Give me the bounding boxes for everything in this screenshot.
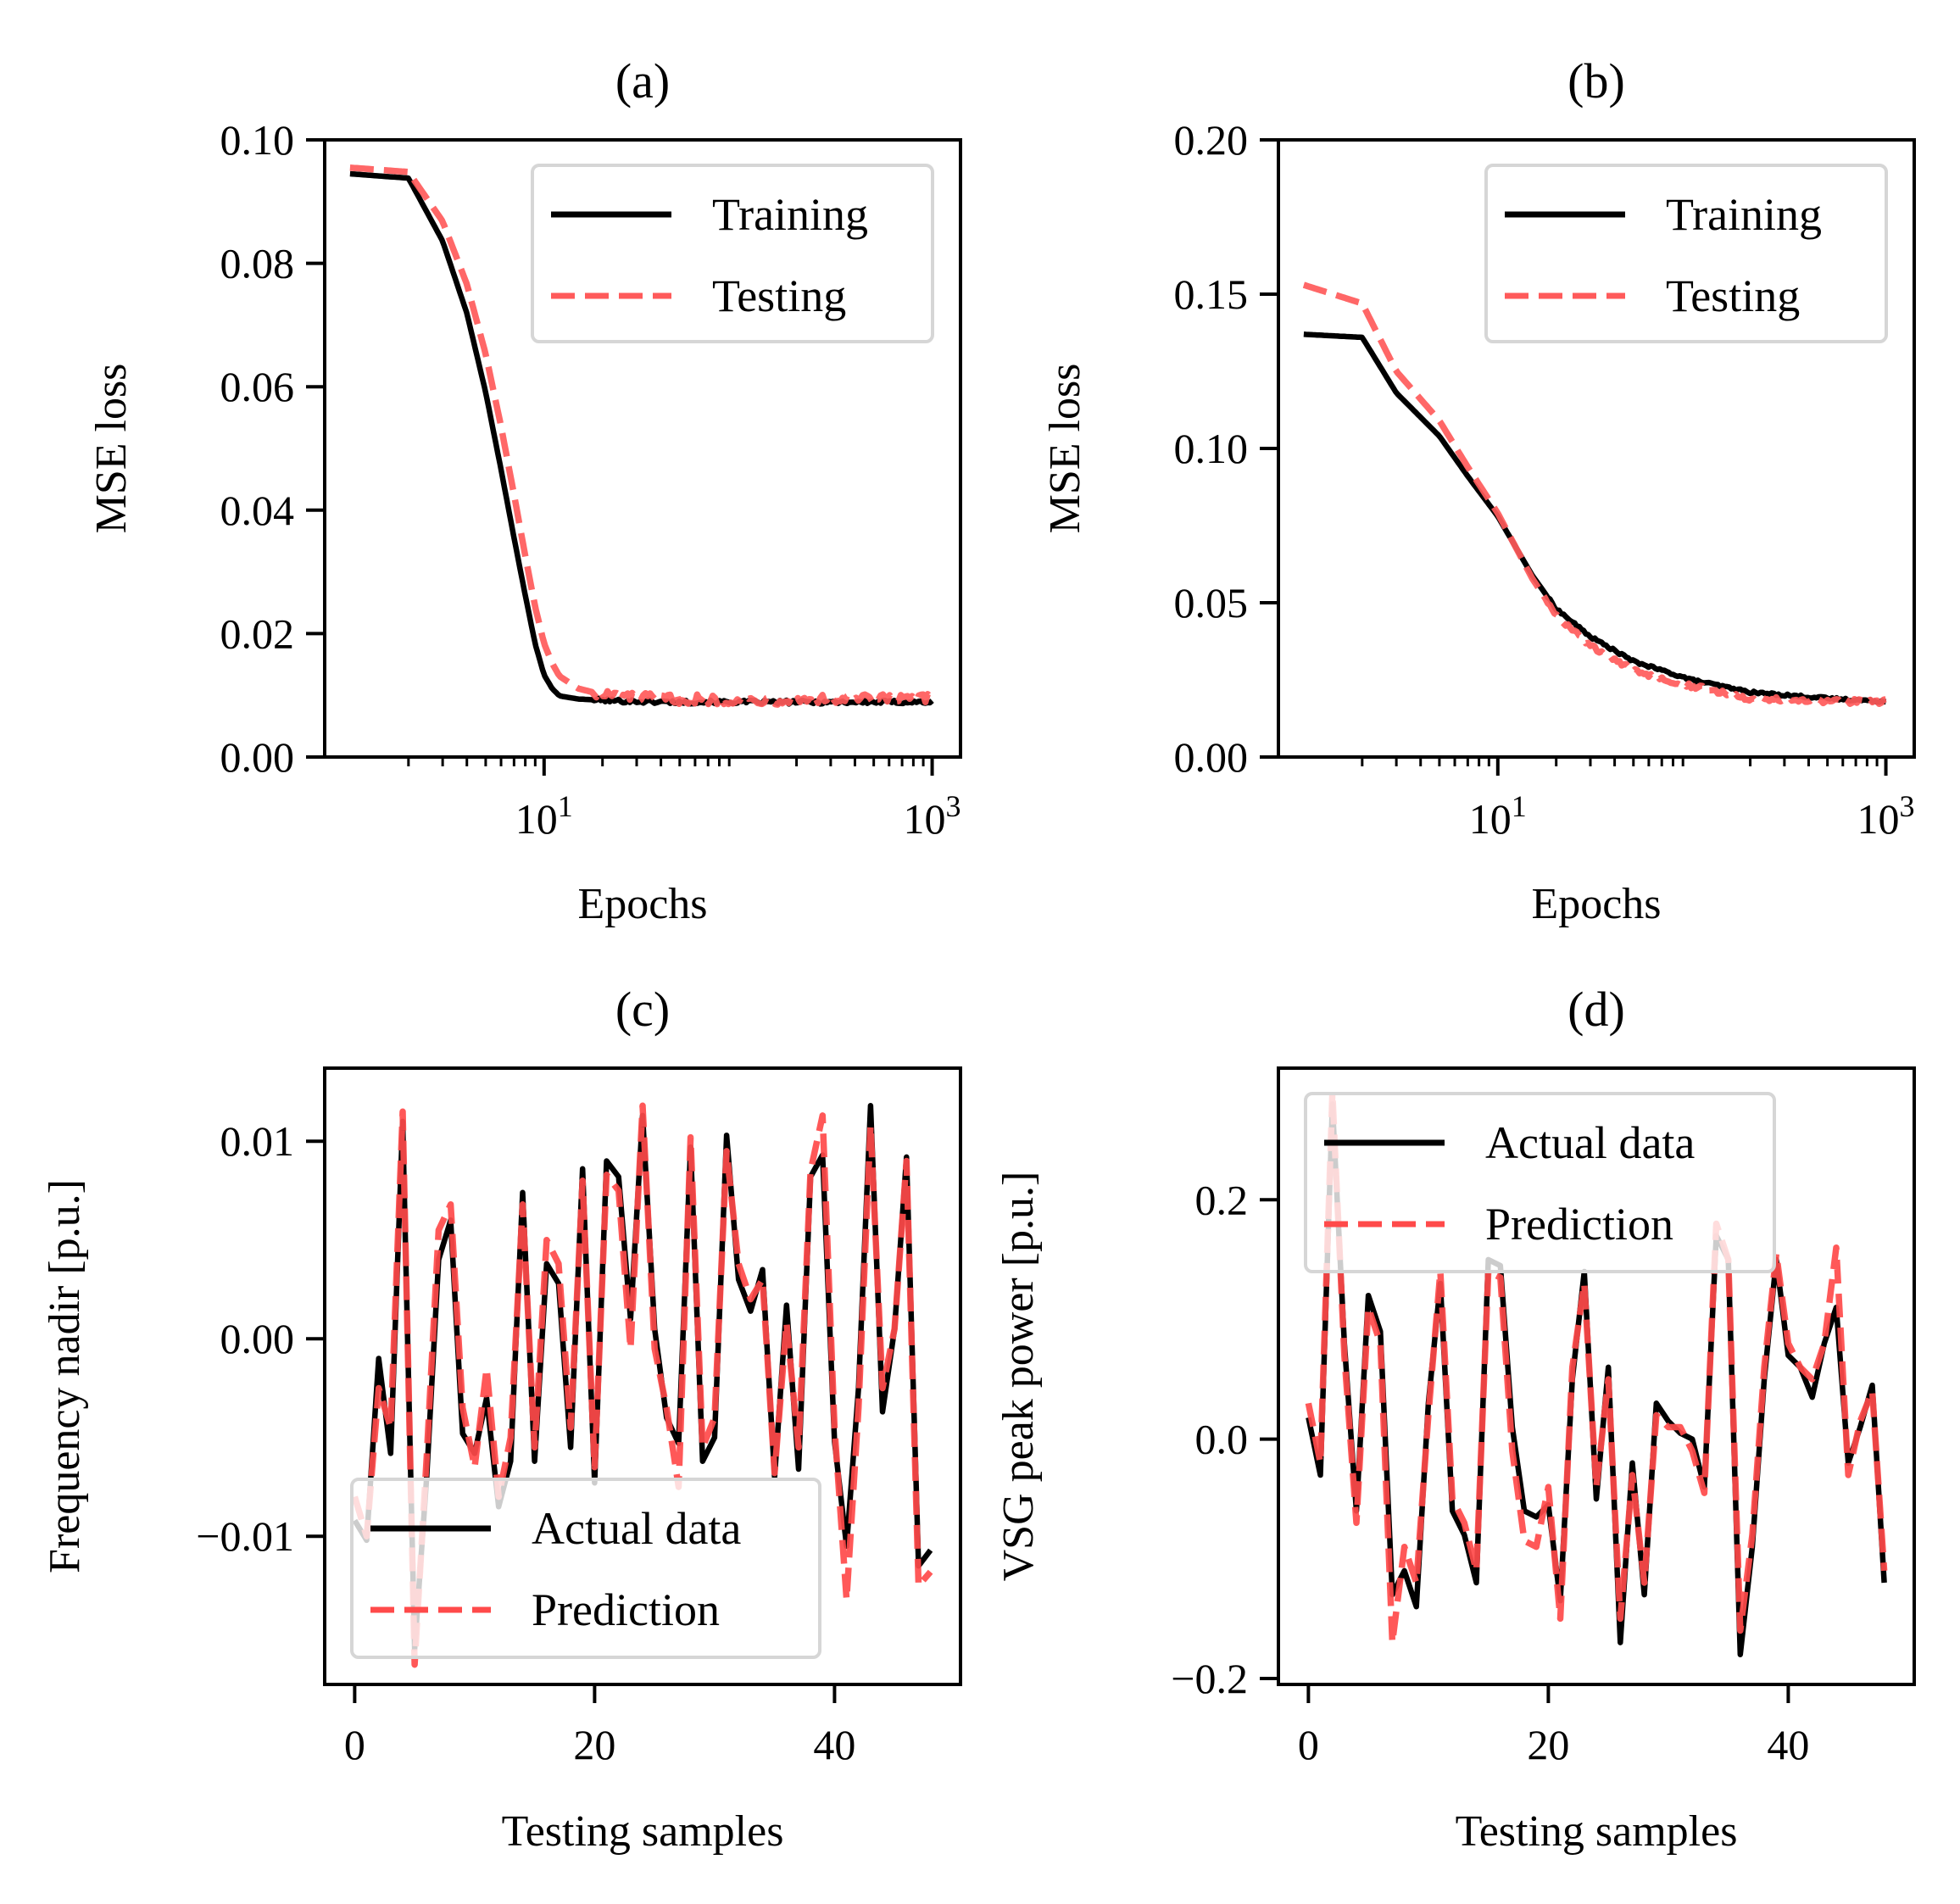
y-axis-label: MSE loss xyxy=(87,364,136,534)
panel-title: (a) xyxy=(615,53,670,109)
axes-frame xyxy=(323,1066,962,1686)
y-axis-label: Frequency nadir [p.u.] xyxy=(41,1179,89,1573)
y-tick-label: 0.06 xyxy=(220,363,295,410)
legend-box xyxy=(350,1478,821,1659)
series-line-prediction xyxy=(1305,1088,1888,1646)
panel-title: (c) xyxy=(615,982,670,1037)
panel-b: (b) 0.00 0.05 0.10 0.15 0.20 101 103 Epochs MSE l… xyxy=(1041,53,1916,928)
legend: Training Testing xyxy=(1484,164,1888,343)
legend-label: Prediction xyxy=(532,1584,720,1635)
x-axis-label: Epochs xyxy=(1531,880,1661,928)
series-line-testing xyxy=(348,164,934,708)
legend-label: Testing xyxy=(1666,270,1800,321)
legend: Actual data Prediction xyxy=(350,1478,821,1659)
y-tick-label: 0.08 xyxy=(220,240,295,287)
axes-frame xyxy=(323,138,962,759)
plot-area xyxy=(1305,1088,1888,1657)
y-tick-label: 0.15 xyxy=(1174,270,1249,318)
x-tick-label: 101 xyxy=(1469,789,1527,843)
panel-title: (b) xyxy=(1567,53,1625,109)
y-tick-label: 0.10 xyxy=(1174,425,1249,472)
plot-area xyxy=(351,1102,933,1668)
series-line-actual-data xyxy=(1306,1101,1887,1657)
legend-label: Actual data xyxy=(1485,1117,1695,1168)
legend-label: Testing xyxy=(712,270,846,321)
y-axis-label: MSE loss xyxy=(1041,364,1089,534)
y-tick-label: −0.2 xyxy=(1171,1655,1248,1702)
legend-box xyxy=(1304,1092,1776,1273)
x-tick-label: 103 xyxy=(904,789,961,843)
y-tick-label: 0.0 xyxy=(1195,1416,1249,1463)
y-tick-label: 0.04 xyxy=(220,487,295,534)
legend-label: Prediction xyxy=(1485,1199,1673,1250)
y-tick-label: 0.20 xyxy=(1174,116,1249,164)
x-tick-label: 103 xyxy=(1857,789,1915,843)
y-tick-label: 0.05 xyxy=(1174,579,1249,626)
y-tick-label: 0.00 xyxy=(220,733,295,781)
x-axis-label: Epochs xyxy=(577,880,707,928)
plot-area xyxy=(1302,281,1887,708)
x-tick-label: 0 xyxy=(1298,1721,1319,1768)
legend: Training Testing xyxy=(531,164,934,343)
x-axis-label: Testing samples xyxy=(502,1807,784,1856)
legend-label: Actual data xyxy=(532,1503,741,1554)
legend-label: Training xyxy=(1666,189,1822,240)
panel-d: (d) −0.2 0.0 0.2 0 20 40 Testing samples VSG pea… xyxy=(994,982,1916,1856)
y-tick-label: 0.02 xyxy=(220,610,295,657)
series-line-prediction xyxy=(351,1102,933,1668)
panel-a: (a) 0.00 0.02 0.04 0.06 0.08 0.10 101 103 Epochs M… xyxy=(87,53,962,928)
panel-c: (c) −0.01 0.00 0.01 0 20 40 Testing samples Freq… xyxy=(41,982,962,1856)
y-tick-label: 0.2 xyxy=(1195,1176,1249,1223)
legend-label: Training xyxy=(712,189,868,240)
x-axis-label: Testing samples xyxy=(1456,1807,1738,1856)
panel-title: (d) xyxy=(1567,982,1625,1037)
x-tick-label: 20 xyxy=(573,1721,615,1768)
plot-area xyxy=(348,164,934,708)
y-tick-label: 0.01 xyxy=(220,1117,295,1165)
legend: Actual data Prediction xyxy=(1304,1092,1776,1273)
y-tick-label: −0.01 xyxy=(196,1512,294,1560)
x-tick-label: 101 xyxy=(515,789,573,843)
y-axis-label: VSG peak power [p.u.] xyxy=(994,1172,1043,1582)
y-tick-label: 0.00 xyxy=(1174,733,1249,781)
y-tick-label: 0.00 xyxy=(220,1315,295,1362)
y-tick-label: 0.10 xyxy=(220,116,295,164)
axes-frame xyxy=(1277,1066,1916,1686)
series-line-training xyxy=(1303,331,1887,705)
x-tick-label: 0 xyxy=(344,1721,365,1768)
x-tick-label: 40 xyxy=(813,1721,855,1768)
x-tick-label: 20 xyxy=(1527,1721,1569,1768)
series-line-testing xyxy=(1302,281,1887,708)
x-tick-label: 40 xyxy=(1767,1721,1809,1768)
